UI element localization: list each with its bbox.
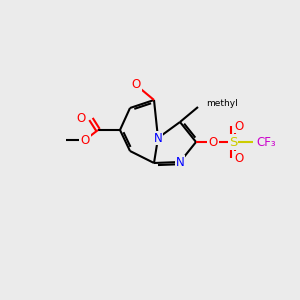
Text: O: O (80, 134, 90, 146)
Text: CF₃: CF₃ (256, 136, 276, 148)
Text: O: O (234, 119, 244, 133)
Text: N: N (176, 155, 184, 169)
Text: O: O (208, 136, 217, 148)
Text: N: N (154, 131, 162, 145)
Text: methyl: methyl (206, 100, 238, 109)
Text: O: O (131, 79, 141, 92)
Text: O: O (234, 152, 244, 164)
Text: O: O (77, 112, 86, 125)
Text: S: S (229, 136, 237, 148)
